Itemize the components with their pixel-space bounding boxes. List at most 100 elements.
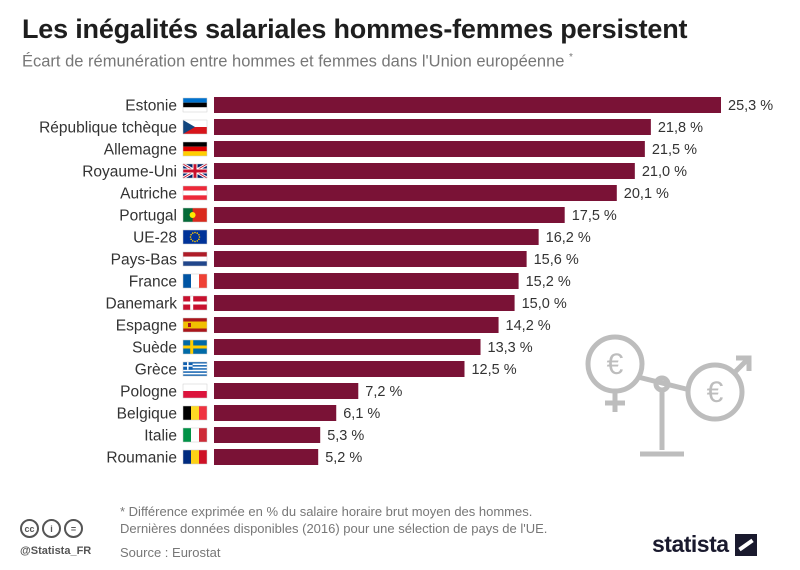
value-label: 15,2 %	[526, 274, 571, 290]
value-label: 13,3 %	[488, 340, 533, 356]
subtitle-footnote-mark: *	[569, 52, 573, 63]
bar-row: Grèce 12,5 %	[135, 361, 517, 379]
value-label: 25,3 %	[728, 98, 773, 114]
bar-row: UE-28 16,2 %	[133, 229, 591, 247]
value-label: 21,8 %	[658, 120, 703, 136]
czech-flag	[182, 119, 208, 135]
value-label: 5,2 %	[325, 450, 362, 466]
subtitle-text: Écart de rémunération entre hommes et fe…	[22, 52, 565, 71]
statista-logo[interactable]: statista	[652, 531, 757, 558]
cc-icon: cc	[20, 519, 39, 538]
bar[interactable]	[214, 229, 539, 245]
france-flag	[182, 273, 208, 289]
bar-row: Allemagne 21,5 %	[104, 141, 697, 159]
bar-row: France 15,2 %	[129, 273, 571, 291]
category-label: Royaume-Uni	[82, 164, 177, 181]
category-label: Estonie	[125, 98, 177, 115]
bar-row: République tchèque 21,8 %	[39, 119, 703, 137]
bar[interactable]	[214, 251, 527, 267]
italy-flag	[182, 427, 208, 443]
bar[interactable]	[214, 295, 515, 311]
value-label: 20,1 %	[624, 186, 669, 202]
bar-row: Danemark 15,0 %	[106, 295, 567, 313]
category-label: Pologne	[120, 384, 177, 401]
value-label: 14,2 %	[506, 318, 551, 334]
svg-text:€: €	[707, 376, 724, 409]
value-label: 15,6 %	[534, 252, 579, 268]
bar[interactable]	[214, 273, 519, 289]
category-label: Roumanie	[106, 450, 177, 467]
sweden-flag	[182, 339, 208, 355]
bar[interactable]	[214, 449, 319, 465]
eu-flag	[182, 229, 208, 245]
footnote: * Différence exprimée en % du salaire ho…	[120, 504, 548, 536]
logo-mark-icon	[734, 533, 757, 556]
category-label: UE-28	[133, 230, 177, 247]
value-label: 15,0 %	[522, 296, 567, 312]
value-label: 21,0 %	[642, 164, 687, 180]
value-label: 12,5 %	[471, 362, 516, 378]
value-label: 17,5 %	[572, 208, 617, 224]
svg-text:€: €	[607, 348, 624, 381]
category-label: Suède	[132, 340, 177, 357]
category-label: Grèce	[135, 362, 177, 379]
greece-flag	[182, 361, 208, 377]
category-label: Danemark	[106, 296, 178, 313]
austria-flag	[182, 185, 208, 201]
chart-subtitle: Écart de rémunération entre hommes et fe…	[22, 52, 573, 72]
bar-row: Pologne 7,2 %	[120, 383, 402, 401]
bar[interactable]	[214, 163, 635, 179]
bar[interactable]	[214, 185, 617, 201]
bar-row: Autriche 20,1 %	[120, 185, 669, 203]
no-derivatives-icon: =	[64, 519, 83, 538]
chart-title: Les inégalités salariales hommes-femmes …	[22, 14, 688, 44]
germany-flag	[182, 141, 208, 157]
category-label: Belgique	[117, 406, 177, 423]
bar[interactable]	[214, 97, 721, 113]
value-label: 16,2 %	[546, 230, 591, 246]
bar-row: Espagne 14,2 %	[116, 317, 551, 335]
bar-row: Italie 5,3 %	[144, 427, 364, 445]
category-label: Allemagne	[104, 142, 177, 159]
bar[interactable]	[214, 405, 337, 421]
bar[interactable]	[214, 141, 645, 157]
category-label: Pays-Bas	[111, 252, 178, 269]
romania-flag	[182, 449, 208, 465]
denmark-flag	[182, 295, 208, 311]
bar[interactable]	[214, 207, 565, 223]
bar[interactable]	[214, 427, 321, 443]
category-label: République tchèque	[39, 120, 177, 137]
netherlands-flag	[182, 251, 208, 267]
logo-text: statista	[652, 531, 729, 557]
attribution-icon: i	[42, 519, 61, 538]
bar-row: Royaume-Uni 21,0 %	[82, 162, 687, 181]
bar-row: Roumanie 5,2 %	[106, 449, 362, 467]
value-label: 5,3 %	[327, 428, 364, 444]
gender-pay-scale-illustration: € €	[585, 334, 752, 457]
bar[interactable]	[214, 339, 481, 355]
bar-row: Estonie 25,3 %	[125, 97, 773, 115]
twitter-handle[interactable]: @Statista_FR	[20, 545, 92, 557]
license-icons: cc i =	[20, 519, 83, 538]
value-label: 7,2 %	[365, 384, 402, 400]
value-label: 6,1 %	[343, 406, 380, 422]
portugal-flag	[182, 207, 208, 223]
bar[interactable]	[214, 383, 359, 399]
uk-flag	[182, 162, 208, 180]
bar[interactable]	[214, 361, 465, 377]
category-label: Portugal	[119, 208, 177, 225]
bar-row: Portugal 17,5 %	[119, 207, 617, 225]
category-label: France	[129, 274, 177, 291]
category-label: Autriche	[120, 186, 177, 203]
value-label: 21,5 %	[652, 142, 697, 158]
estonia-flag	[182, 97, 208, 113]
source-note: Source : Eurostat	[120, 545, 221, 560]
belgium-flag	[182, 405, 208, 421]
poland-flag	[182, 383, 208, 399]
bar-chart: Estonie 25,3 % République tchèque 21,8 % All…	[39, 97, 773, 467]
bar[interactable]	[214, 119, 651, 135]
bar-row: Pays-Bas 15,6 %	[111, 251, 579, 269]
spain-flag	[182, 317, 208, 333]
bar[interactable]	[214, 317, 499, 333]
bar-row: Belgique 6,1 %	[117, 405, 380, 423]
